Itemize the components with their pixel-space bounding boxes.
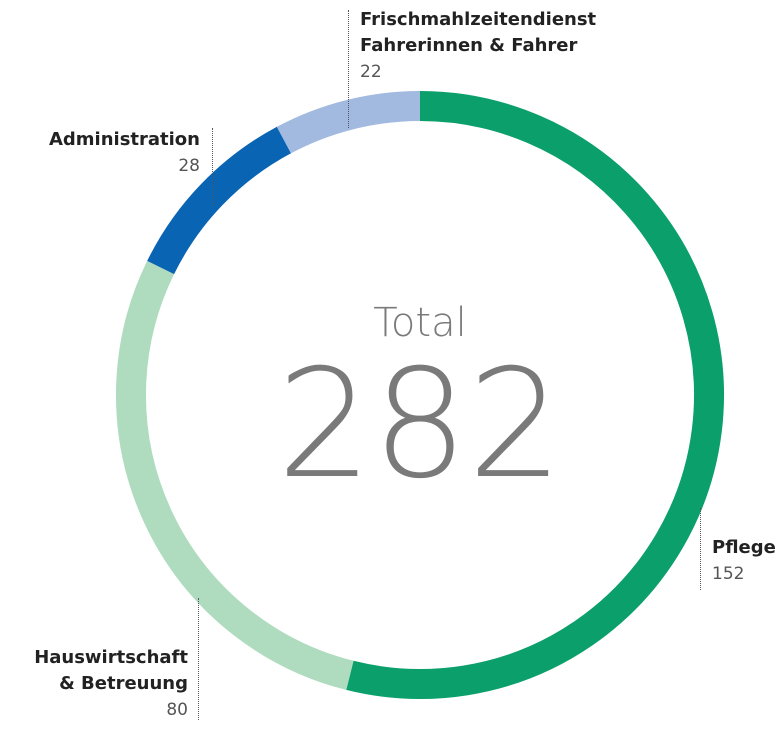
donut-segment — [276, 91, 421, 154]
leader-line — [700, 508, 701, 590]
category-name: Hauswirtschaft & Betreuung — [34, 647, 188, 694]
leader-line — [198, 598, 199, 720]
donut-segment — [116, 260, 354, 690]
center-total: 282 — [276, 338, 564, 512]
value-label: 152 — [712, 564, 745, 584]
value-label: 22 — [360, 62, 382, 82]
segment-label: Administration 28 — [49, 127, 200, 179]
leader-line — [348, 10, 349, 128]
center-label: Total — [373, 300, 467, 346]
category-name: Administration — [48, 129, 200, 150]
category-name: Frischmahlzeitendienst Fahrerinnen & Fah… — [360, 9, 597, 56]
segment-label: Frischmahlzeitendienst Fahrerinnen & Fah… — [360, 7, 596, 85]
category-name: Pflege — [712, 537, 776, 558]
segment-label: Pflege 152 — [712, 535, 776, 587]
value-label: 28 — [178, 156, 200, 176]
leader-line — [212, 128, 213, 206]
segment-label: Hauswirtschaft & Betreuung 80 — [34, 645, 188, 723]
value-label: 80 — [166, 700, 188, 720]
donut-segment — [346, 91, 724, 699]
